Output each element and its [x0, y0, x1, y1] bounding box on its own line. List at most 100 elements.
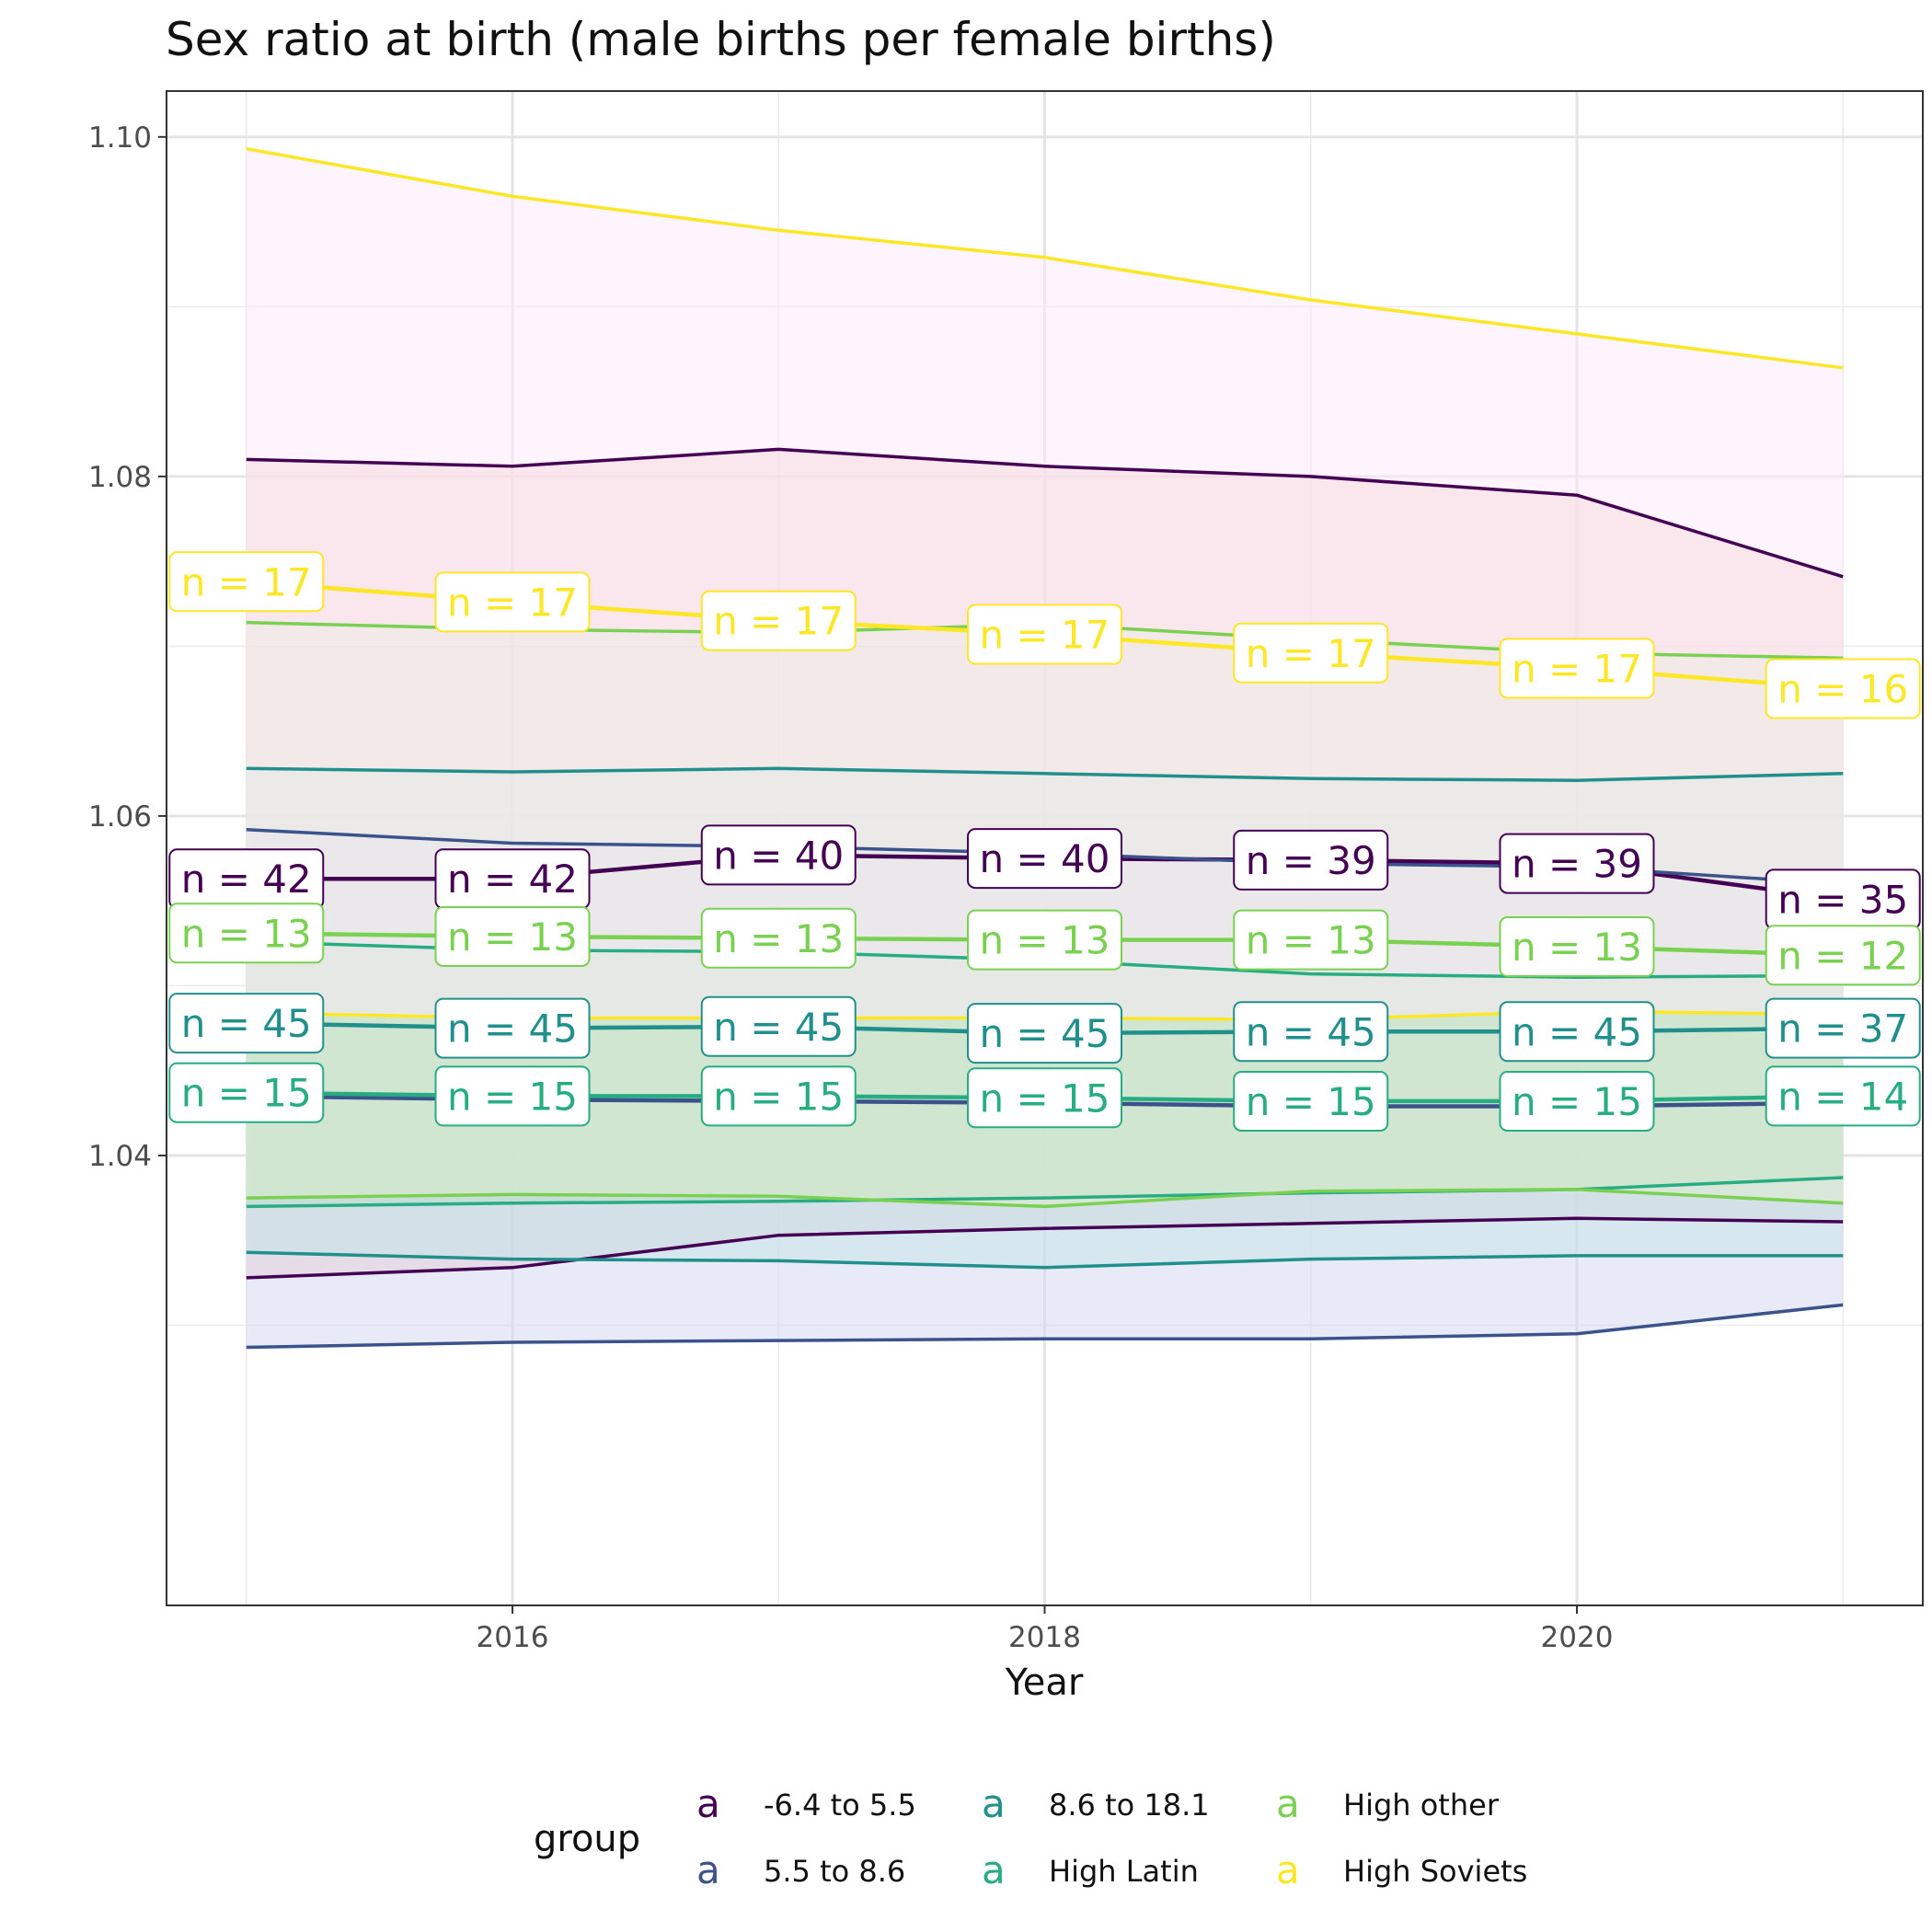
count-label-box: [1499, 1001, 1655, 1063]
lower-line-8.6-to-18.1: [246, 1250, 1844, 1270]
count-label-box: [700, 590, 857, 651]
legend-key-glyph: a: [696, 1847, 720, 1892]
legend-key-glyph: a: [982, 1847, 1006, 1892]
count-label-box: [700, 824, 857, 886]
legend-key-glyph: a: [1276, 1847, 1300, 1892]
count-label: n = 17: [700, 590, 857, 651]
count-label-box: [967, 604, 1122, 665]
count-label-text: n = 42: [181, 857, 312, 902]
count-label: n = 45: [700, 995, 857, 1057]
count-label-box: [1233, 909, 1389, 971]
lower-line--6.4-to-5.5: [246, 1216, 1844, 1280]
count-label: n = 13: [168, 903, 325, 964]
count-label: n = 45: [434, 997, 591, 1059]
legend-item: a 8.6 to 18.1: [982, 1781, 1210, 1826]
count-label-text: n = 40: [980, 836, 1110, 881]
legend-key-glyph: a: [1276, 1781, 1300, 1826]
count-label-box: [434, 571, 591, 633]
count-label-text: n = 17: [181, 559, 312, 604]
count-label-text: n = 45: [980, 1011, 1110, 1056]
lower-line-high-other: [246, 1188, 1844, 1209]
count-label-text: n = 17: [447, 580, 578, 625]
count-label-text: n = 17: [1246, 631, 1376, 676]
count-label-box: [1233, 829, 1389, 891]
legend-label: High other: [1343, 1788, 1500, 1823]
count-label-box: [700, 1065, 857, 1127]
count-label-text: n = 39: [1512, 842, 1642, 887]
count-label-text: n = 15: [181, 1071, 312, 1116]
count-label-box: [1499, 1070, 1655, 1132]
count-label-text: n = 13: [980, 918, 1110, 963]
count-label-box: [168, 551, 325, 613]
count-label: n = 15: [1233, 1070, 1389, 1132]
count-label-box: [1765, 997, 1921, 1059]
count-label-text: n = 15: [980, 1075, 1110, 1121]
count-label: n = 15: [434, 1065, 591, 1127]
legend-label: 8.6 to 18.1: [1049, 1788, 1210, 1823]
count-label-text: n = 17: [980, 612, 1110, 657]
upper-line-high-soviets: [246, 146, 1844, 370]
count-label: n = 17: [967, 604, 1122, 665]
count-label-box: [1765, 1065, 1921, 1127]
count-label-text: n = 45: [1246, 1009, 1376, 1054]
count-label-box: [434, 1065, 591, 1127]
count-label-text: n = 15: [1512, 1079, 1642, 1124]
count-label-box: [700, 907, 857, 969]
count-label-text: n = 40: [713, 833, 844, 878]
legend-label: -6.4 to 5.5: [764, 1788, 916, 1823]
legend-key-glyph: a: [982, 1781, 1006, 1826]
x-tick-label: 2016: [477, 1621, 549, 1654]
count-label: n = 45: [1499, 1001, 1655, 1063]
count-label: n = 42: [434, 848, 591, 910]
axis-layer: 2016 2018 2020 1.04 1.06 1.08 1.10: [88, 121, 1613, 1654]
count-label-box: [1499, 833, 1655, 894]
count-label-box: [967, 909, 1122, 971]
legend-item: a -6.4 to 5.5: [696, 1781, 916, 1826]
legend: group a -6.4 to 5.5 a 5.5 to 8.6 a 8.6 to 18.…: [534, 1781, 1527, 1892]
chart-title: Sex ratio at birth (male births per fema…: [166, 13, 1276, 66]
count-label: n = 14: [1765, 1065, 1921, 1127]
y-tick-label: 1.04: [88, 1140, 152, 1173]
count-label-text: n = 45: [181, 1001, 312, 1046]
count-label-text: n = 14: [1777, 1074, 1908, 1119]
count-label-box: [168, 903, 325, 964]
count-label: n = 37: [1765, 997, 1921, 1059]
count-label-text: n = 37: [1777, 1006, 1908, 1052]
count-label-text: n = 15: [447, 1074, 578, 1119]
count-label-box: [1765, 925, 1921, 986]
count-label-text: n = 12: [1777, 933, 1908, 978]
count-label-text: n = 17: [1512, 646, 1642, 691]
count-label-box: [1499, 638, 1655, 699]
legend-item: a 5.5 to 8.6: [696, 1847, 905, 1892]
count-label-text: n = 13: [1512, 925, 1642, 970]
count-label-text: n = 15: [1246, 1079, 1376, 1124]
count-label: n = 13: [434, 905, 591, 967]
count-label-text: n = 13: [713, 916, 844, 961]
count-label: n = 12: [1765, 925, 1921, 986]
y-tick-label: 1.08: [88, 461, 152, 494]
count-label-text: n = 42: [447, 857, 578, 902]
x-axis-title: Year: [1005, 1662, 1084, 1704]
count-label: n = 17: [168, 551, 325, 613]
count-label: n = 40: [700, 824, 857, 886]
count-label-box: [967, 1003, 1122, 1064]
count-label-text: n = 13: [1246, 918, 1376, 963]
band-high-soviets: [246, 148, 1844, 1020]
count-label: n = 40: [967, 828, 1122, 890]
legend-label: 5.5 to 8.6: [764, 1854, 905, 1889]
y-tick-label: 1.10: [88, 121, 152, 155]
count-label: n = 39: [1233, 829, 1389, 891]
count-label-text: n = 45: [447, 1006, 578, 1052]
count-label-box: [168, 1062, 325, 1123]
count-label: n = 35: [1765, 868, 1921, 930]
legend-item: a High other: [1276, 1781, 1500, 1826]
x-tick-label: 2018: [1008, 1621, 1081, 1654]
count-label: n = 45: [1233, 1001, 1389, 1063]
count-label-text: n = 35: [1777, 877, 1908, 922]
lower-line-5.5-to-8.6: [246, 1303, 1844, 1350]
legend-label: High Soviets: [1343, 1854, 1527, 1889]
legend-item: a High Latin: [982, 1847, 1199, 1892]
count-label-box: [1233, 1001, 1389, 1063]
count-label: n = 13: [700, 907, 857, 969]
